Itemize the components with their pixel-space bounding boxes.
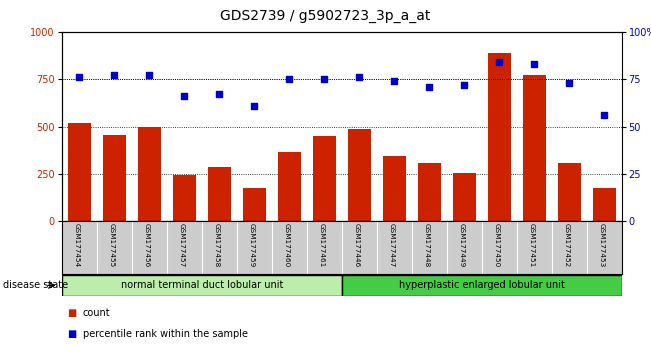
Point bbox=[144, 73, 154, 78]
Bar bbox=[488, 53, 510, 221]
Point bbox=[249, 103, 260, 109]
Bar bbox=[138, 127, 161, 221]
Point bbox=[459, 82, 469, 88]
Bar bbox=[418, 164, 441, 221]
Point bbox=[109, 73, 120, 78]
Point bbox=[319, 76, 329, 82]
Text: count: count bbox=[83, 308, 110, 318]
Text: GSM177459: GSM177459 bbox=[248, 223, 255, 267]
Point bbox=[529, 61, 540, 67]
Bar bbox=[453, 173, 476, 221]
Text: GSM177455: GSM177455 bbox=[108, 223, 115, 267]
Point bbox=[564, 80, 574, 86]
Text: GSM177447: GSM177447 bbox=[388, 223, 395, 267]
Point bbox=[284, 76, 294, 82]
Bar bbox=[313, 136, 336, 221]
Text: GSM177452: GSM177452 bbox=[563, 223, 569, 267]
Text: GSM177460: GSM177460 bbox=[283, 223, 289, 267]
Bar bbox=[103, 135, 126, 221]
Text: GSM177458: GSM177458 bbox=[214, 223, 219, 267]
Text: GSM177448: GSM177448 bbox=[423, 223, 429, 267]
Bar bbox=[558, 164, 581, 221]
Bar bbox=[342, 275, 622, 296]
Bar bbox=[383, 156, 406, 221]
Point bbox=[214, 92, 225, 97]
Bar bbox=[523, 75, 546, 221]
Point bbox=[354, 74, 365, 80]
Text: GSM177453: GSM177453 bbox=[598, 223, 604, 267]
Bar bbox=[243, 188, 266, 221]
Text: ■: ■ bbox=[68, 308, 81, 318]
Bar bbox=[62, 275, 342, 296]
Bar bbox=[593, 188, 616, 221]
Text: hyperplastic enlarged lobular unit: hyperplastic enlarged lobular unit bbox=[399, 280, 564, 290]
Text: disease state: disease state bbox=[3, 280, 68, 290]
Point bbox=[599, 112, 609, 118]
Point bbox=[179, 93, 189, 99]
Bar bbox=[208, 167, 230, 221]
Text: ■: ■ bbox=[68, 329, 81, 339]
Text: percentile rank within the sample: percentile rank within the sample bbox=[83, 329, 247, 339]
Text: GSM177454: GSM177454 bbox=[74, 223, 79, 267]
Text: GDS2739 / g5902723_3p_a_at: GDS2739 / g5902723_3p_a_at bbox=[220, 9, 431, 23]
Text: GSM177457: GSM177457 bbox=[178, 223, 184, 267]
Bar bbox=[68, 123, 90, 221]
Text: GSM177456: GSM177456 bbox=[143, 223, 149, 267]
Point bbox=[74, 74, 85, 80]
Text: GSM177451: GSM177451 bbox=[528, 223, 534, 267]
Point bbox=[389, 78, 400, 84]
Bar bbox=[173, 175, 196, 221]
Bar bbox=[348, 130, 370, 221]
Text: GSM177449: GSM177449 bbox=[458, 223, 464, 267]
Text: GSM177446: GSM177446 bbox=[353, 223, 359, 267]
Text: GSM177450: GSM177450 bbox=[493, 223, 499, 267]
Point bbox=[424, 84, 434, 90]
Text: GSM177461: GSM177461 bbox=[318, 223, 324, 267]
Bar bbox=[278, 152, 301, 221]
Point bbox=[494, 59, 505, 65]
Text: normal terminal duct lobular unit: normal terminal duct lobular unit bbox=[120, 280, 283, 290]
